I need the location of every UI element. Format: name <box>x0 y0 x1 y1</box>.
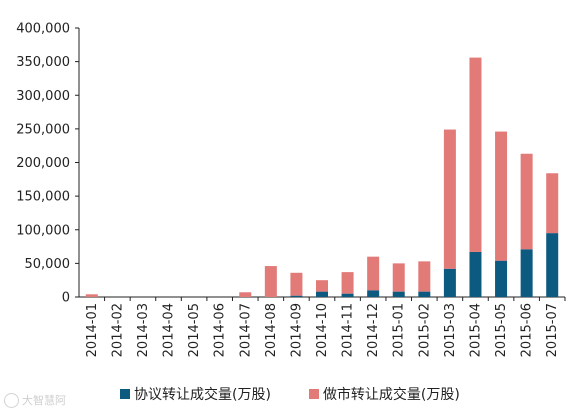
x-tick-label: 2014-03 <box>136 303 151 357</box>
x-tick-label: 2015-07 <box>545 303 560 357</box>
bar-segment-series-2 <box>443 129 456 269</box>
bar-segment-series-1 <box>341 293 354 297</box>
y-tick-label: 200,000 <box>16 156 70 171</box>
bar-segment-series-1 <box>443 268 456 297</box>
x-tick-label: 2014-01 <box>85 303 100 357</box>
bar-segment-series-2 <box>85 294 98 297</box>
y-tick-label: 300,000 <box>16 89 70 104</box>
bar-segment-series-2 <box>546 173 559 234</box>
x-tick-label: 2015-05 <box>494 303 509 357</box>
x-tick-label: 2015-03 <box>443 303 458 357</box>
bar-segment-series-1 <box>316 291 328 297</box>
bar-segment-series-1 <box>546 233 559 297</box>
bar-segment-series-1 <box>495 260 508 297</box>
x-tick-label: 2014-11 <box>341 303 356 357</box>
bar-segment-series-2 <box>341 272 354 294</box>
bar-segment-series-2 <box>264 266 277 297</box>
watermark: 大智慧阿 <box>4 392 66 408</box>
legend-label-series-2: 做市转让成交量(万股) <box>322 387 460 403</box>
chart-legend: 协议转让成交量(万股) 做市转让成交量(万股) <box>120 384 498 404</box>
y-tick-label: 0 <box>62 291 70 306</box>
legend-swatch-series-1 <box>120 389 130 399</box>
y-tick-label: 350,000 <box>16 55 70 70</box>
x-tick-label: 2015-02 <box>417 303 432 357</box>
x-tick-label: 2014-06 <box>213 303 228 357</box>
y-tick-label: 50,000 <box>25 257 71 272</box>
x-tick-label: 2014-05 <box>187 303 202 357</box>
x-tick-label: 2014-10 <box>315 303 330 357</box>
x-tick-label: 2015-06 <box>520 303 535 357</box>
legend-label-series-1: 协议转让成交量(万股) <box>134 387 271 403</box>
y-tick-label: 150,000 <box>16 190 70 205</box>
bar-segment-series-1 <box>290 295 303 297</box>
x-tick-label: 2014-09 <box>289 303 304 357</box>
bar-segment-series-2 <box>418 261 431 292</box>
x-tick-label: 2014-04 <box>162 303 177 357</box>
legend-item-series-1: 协议转让成交量(万股) <box>120 384 271 404</box>
x-tick-label: 2014-07 <box>238 303 253 357</box>
x-tick-label: 2015-04 <box>468 303 483 357</box>
y-tick-label: 400,000 <box>16 22 70 37</box>
bar-segment-series-1 <box>418 291 431 297</box>
legend-swatch-series-2 <box>308 389 319 399</box>
bar-segment-series-1 <box>392 291 405 297</box>
x-tick-label: 2014-02 <box>110 303 125 357</box>
bar-segment-series-2 <box>392 263 405 292</box>
watermark-logo-icon <box>4 392 19 408</box>
bar-segment-series-2 <box>520 153 533 250</box>
bar-segment-series-1 <box>520 249 533 297</box>
y-tick-label: 100,000 <box>16 223 70 238</box>
x-tick-label: 2014-12 <box>366 303 381 357</box>
bar-segment-series-2 <box>469 57 482 252</box>
bar-segment-series-2 <box>495 131 508 261</box>
x-tick-label: 2014-08 <box>264 303 279 357</box>
y-tick-label: 250,000 <box>16 122 70 137</box>
bar-segment-series-1 <box>367 290 380 297</box>
bar-segment-series-2 <box>290 272 303 296</box>
x-tick-label: 2015-01 <box>392 303 407 357</box>
bar-segment-series-2 <box>239 292 252 297</box>
bar-segment-series-1 <box>469 251 482 297</box>
bar-segment-series-2 <box>367 256 380 291</box>
bar-segment-series-2 <box>316 280 328 292</box>
legend-item-series-2: 做市转让成交量(万股) <box>308 384 460 404</box>
watermark-text: 大智慧阿 <box>22 394 66 407</box>
